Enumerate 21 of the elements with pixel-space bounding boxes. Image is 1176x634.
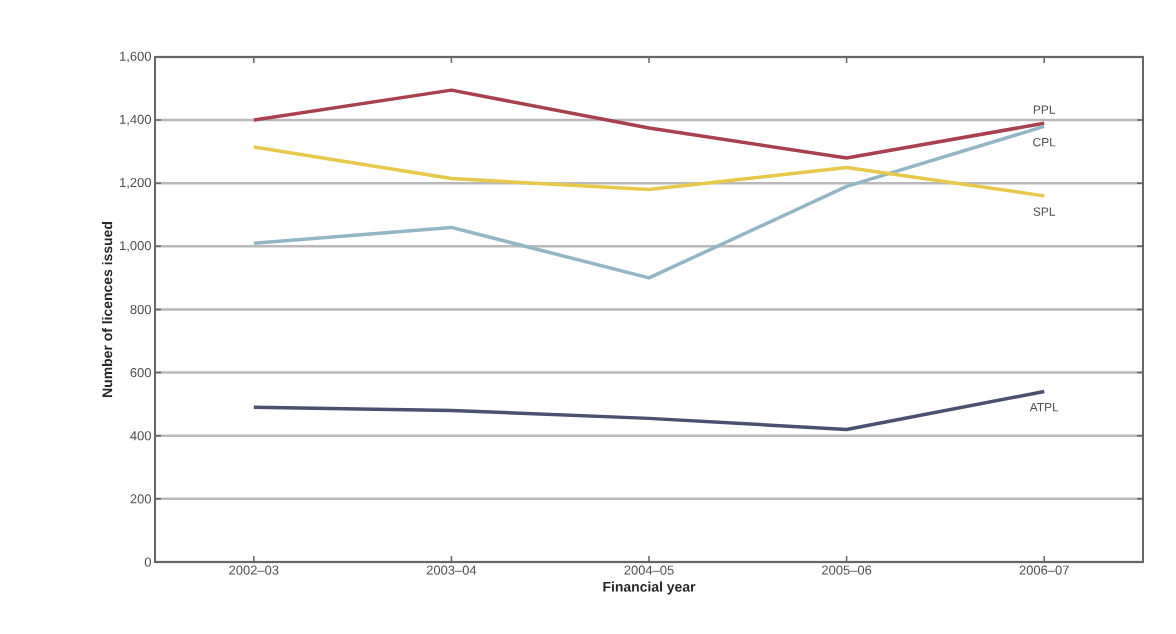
- y-tick-label: 600: [130, 368, 151, 378]
- y-tick-label: 800: [130, 304, 151, 315]
- line-series: [252, 145, 1046, 198]
- x-tick-label: 2004–05: [624, 565, 674, 575]
- x-tick-label: 2002–03: [229, 565, 279, 575]
- x-tick-label: 2006–07: [1019, 565, 1069, 575]
- y-axis-title: Number of licences issued: [101, 222, 113, 397]
- y-tick-label: 1,400: [120, 114, 151, 126]
- x-tick-label: 2005–06: [822, 565, 872, 575]
- y-tick-label: 1,000: [120, 241, 151, 252]
- x-tick-label: 2003–04: [426, 565, 477, 575]
- series-label: ATPL: [1029, 403, 1059, 412]
- y-tick-label: 1,200: [120, 177, 151, 189]
- y-tick-label: 1,600: [120, 51, 151, 63]
- series-label: CPL: [1033, 137, 1056, 147]
- series-label: SPL: [1033, 207, 1056, 216]
- y-tick-label: 0: [144, 557, 151, 567]
- y-tick-label: 400: [130, 431, 151, 441]
- series-label: PPL: [1033, 105, 1056, 114]
- y-tick-label: 200: [130, 494, 151, 504]
- x-axis-title: Financial year: [603, 581, 696, 595]
